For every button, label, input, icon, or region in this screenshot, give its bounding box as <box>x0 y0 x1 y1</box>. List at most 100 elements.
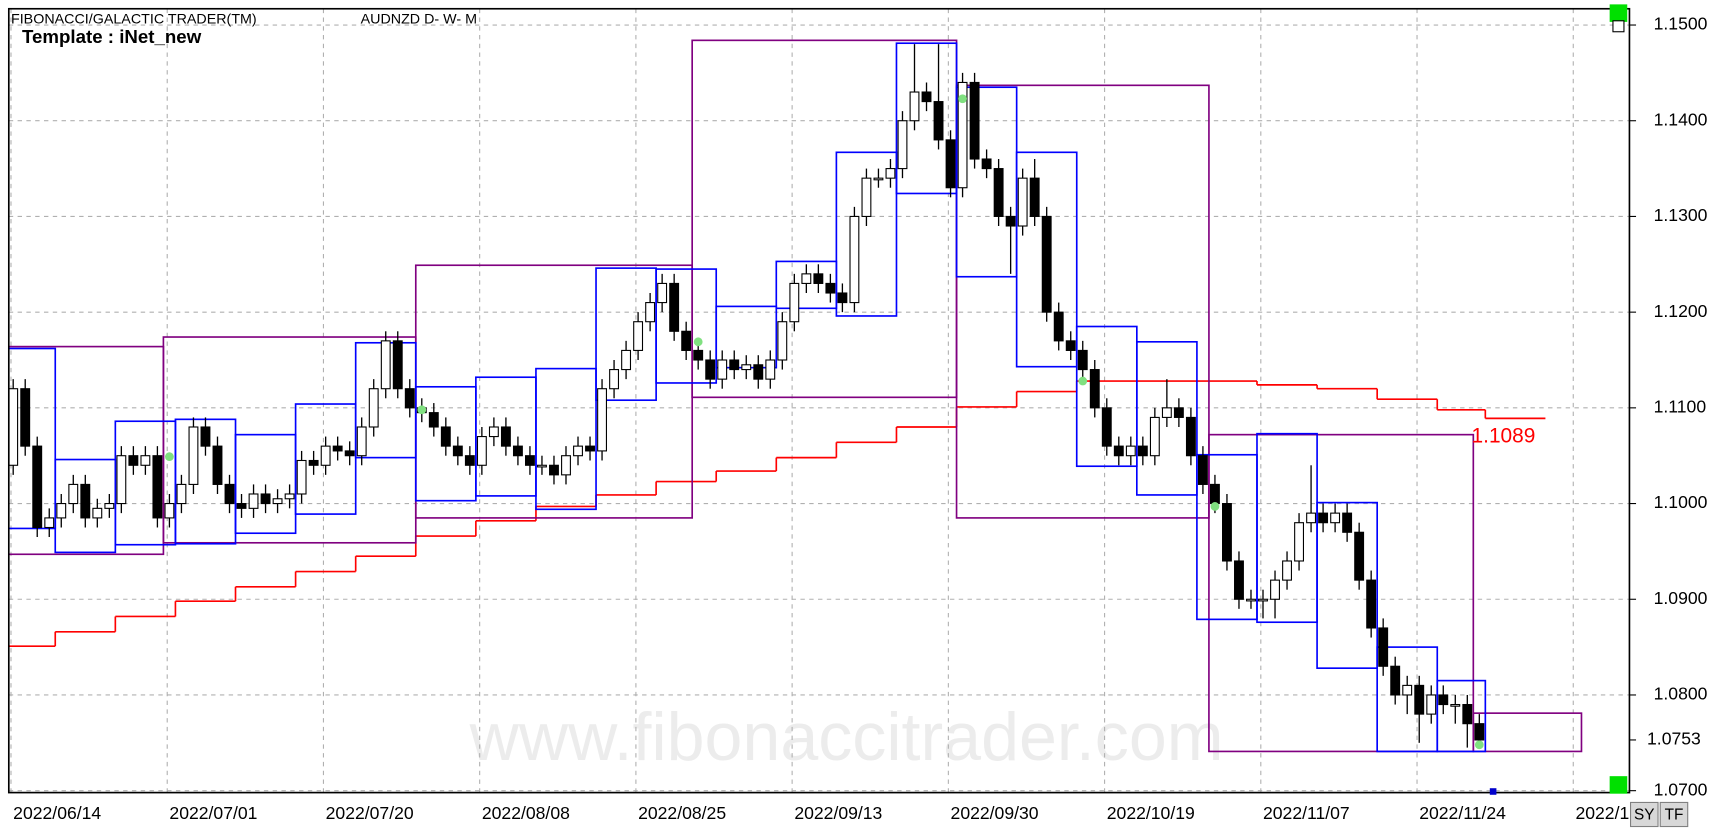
candle-body <box>585 445 595 452</box>
candle-body <box>609 369 620 390</box>
x-tick-label: 2022/08/25 <box>638 803 726 823</box>
button-tf[interactable]: TF <box>1659 801 1689 828</box>
candle-body <box>32 445 43 529</box>
candle-body <box>1125 445 1136 457</box>
candle-body <box>140 455 151 466</box>
button[interactable] <box>1659 801 1689 828</box>
signal-dot <box>693 337 703 347</box>
candle-body <box>537 464 547 468</box>
candle-body <box>1197 455 1208 485</box>
candle-body <box>1101 407 1112 447</box>
button-label[interactable]: SY <box>1634 807 1655 824</box>
candle-body <box>861 177 872 217</box>
candle-body <box>1173 407 1184 418</box>
candle-body <box>272 498 283 505</box>
candle-body <box>1282 560 1292 581</box>
watermark: www.fibonaccitrader.com <box>469 699 1224 775</box>
candle-body <box>1462 703 1473 725</box>
candle-body <box>1270 579 1280 600</box>
y-tick-label: 1.0700 <box>1654 779 1708 799</box>
candle-body <box>741 364 752 371</box>
button[interactable] <box>1629 801 1659 828</box>
candle-body <box>1161 407 1172 418</box>
candle-body <box>1137 445 1148 457</box>
candle-body <box>464 455 475 466</box>
candle-body <box>1402 684 1413 696</box>
candle-body <box>116 455 127 505</box>
candle-body <box>945 139 956 189</box>
x-tick-label: 2022/07/01 <box>169 803 257 823</box>
y-tick-label: 1.1100 <box>1654 397 1707 417</box>
candle-body <box>248 493 259 509</box>
candle-body <box>176 483 187 505</box>
x-tick-label: 2022/09/13 <box>794 803 882 823</box>
y-tick-label: 1.0800 <box>1654 684 1708 704</box>
candle-body <box>440 426 451 447</box>
x-tick-label: 2022/11/24 <box>1419 803 1506 823</box>
monthly-box <box>1208 433 1475 753</box>
candle-body <box>1053 311 1064 342</box>
candle-body <box>128 455 139 466</box>
candle-body <box>284 493 295 500</box>
x-tick-label: 2022/1 <box>1575 803 1629 823</box>
candle-body <box>549 464 559 476</box>
candle-body <box>777 321 788 361</box>
corner-button[interactable] <box>1609 776 1628 794</box>
time-marker <box>1489 788 1497 795</box>
template-label: Template : iNet_new <box>22 26 202 47</box>
candle-body <box>452 445 463 457</box>
candle-body <box>260 493 271 505</box>
candle-body <box>621 349 632 371</box>
candle-body <box>1234 560 1244 600</box>
x-tick-label: 2022/08/08 <box>482 803 570 823</box>
header-symbol: AUDNZD D- W- M <box>361 11 477 27</box>
plot-area <box>8 8 1630 793</box>
candle-body <box>825 282 836 294</box>
candle-body <box>1294 522 1305 562</box>
y-tick-label: 1.1200 <box>1654 301 1708 321</box>
candle-body <box>957 81 968 189</box>
candle-body <box>500 426 511 447</box>
candle-body <box>188 426 199 485</box>
candle-body <box>969 81 980 160</box>
candle-body <box>1077 349 1088 371</box>
candle-body <box>753 364 764 380</box>
candle-body <box>1041 215 1052 313</box>
weekly-box <box>294 403 357 515</box>
candle-body <box>56 503 67 519</box>
candle-body <box>1222 503 1232 562</box>
candle-body <box>236 503 247 509</box>
candle-body <box>717 359 728 380</box>
candle-body <box>837 292 848 304</box>
last-price-label: 1.0753 <box>1647 729 1701 749</box>
candle-body <box>512 445 523 457</box>
candle-body <box>885 168 896 179</box>
candle-body <box>44 517 55 529</box>
y-tick-label: 1.1400 <box>1654 109 1708 129</box>
candle-body <box>164 503 175 519</box>
candle-body <box>873 177 884 181</box>
y-tick-label: 1.1300 <box>1654 205 1708 225</box>
candle-body <box>200 426 211 447</box>
candle-body <box>92 507 103 519</box>
candle-body <box>993 168 1004 217</box>
button-sy[interactable]: SY <box>1629 801 1659 828</box>
candle-body <box>789 282 800 323</box>
candle-body <box>404 388 415 409</box>
signal-dot <box>958 94 967 104</box>
candle-body <box>669 282 680 332</box>
candle-body <box>1306 512 1317 524</box>
candle-body <box>1246 598 1256 602</box>
candle-body <box>152 455 163 519</box>
button-label[interactable]: TF <box>1665 807 1684 824</box>
candle-body <box>645 302 656 323</box>
y-tick-label: 1.1500 <box>1654 14 1708 34</box>
corner-button[interactable] <box>1609 4 1628 22</box>
weekly-box <box>1436 679 1487 753</box>
candle-body <box>933 101 944 141</box>
candle-body <box>1017 177 1028 227</box>
header-title: FIBONACCI/GALACTIC TRADER(TM) <box>11 11 257 27</box>
candle-body <box>1366 579 1377 629</box>
